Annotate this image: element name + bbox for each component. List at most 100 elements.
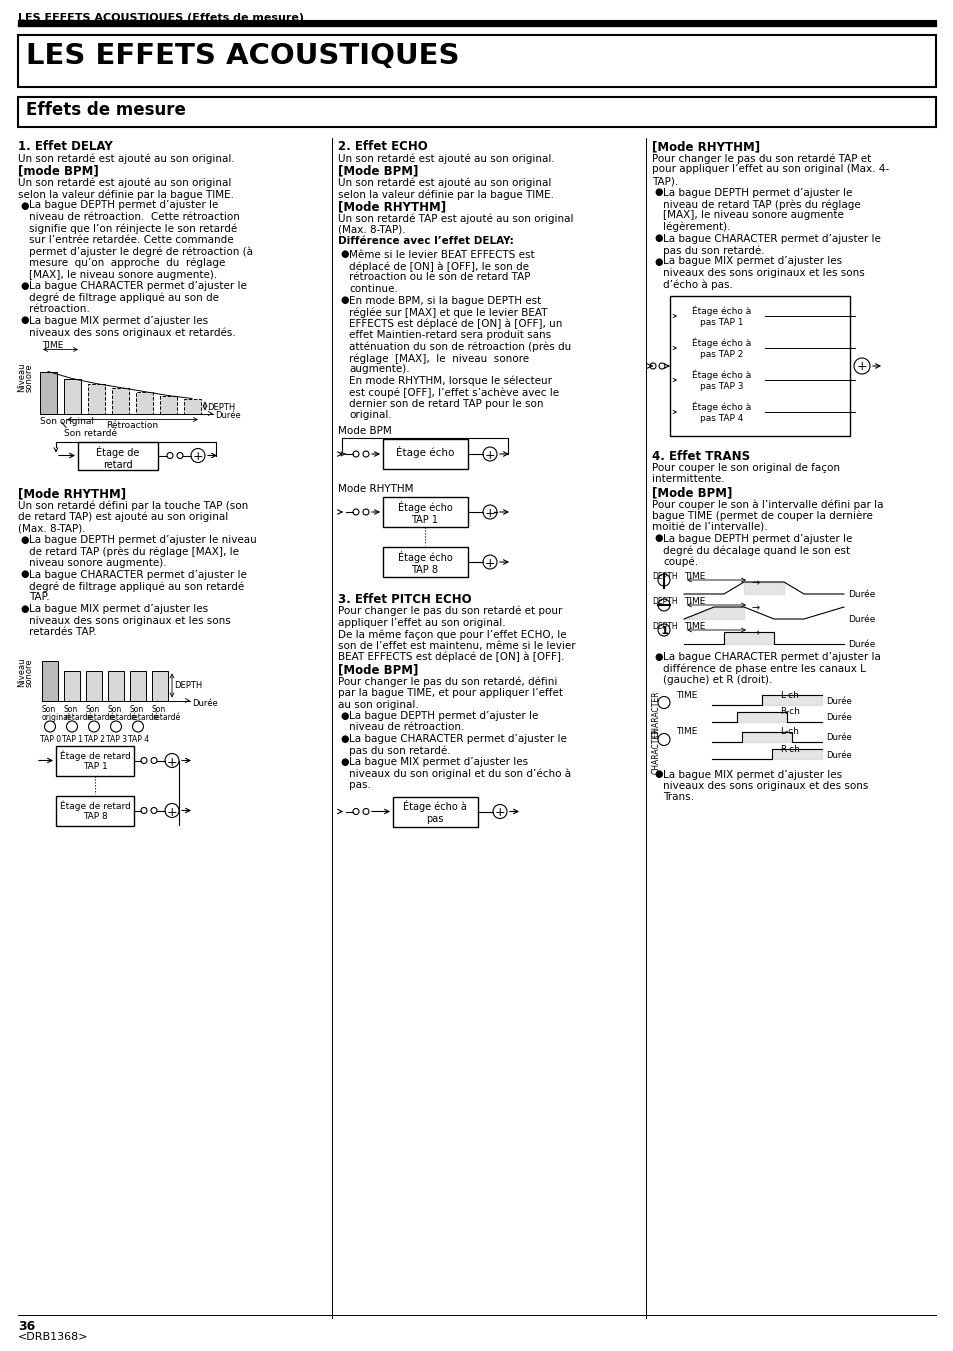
Text: de retard TAP (près du réglage [MAX], le: de retard TAP (près du réglage [MAX], le — [29, 547, 239, 557]
Text: selon la valeur définie par la bague TIME.: selon la valeur définie par la bague TIM… — [18, 189, 233, 200]
Text: degré du décalage quand le son est: degré du décalage quand le son est — [662, 544, 849, 555]
Text: ●: ● — [20, 535, 29, 544]
Circle shape — [659, 363, 664, 369]
Circle shape — [482, 447, 497, 461]
Text: ●: ● — [339, 250, 348, 259]
Text: légèrement).: légèrement). — [662, 222, 730, 232]
Text: bague TIME (permet de couper la dernière: bague TIME (permet de couper la dernière — [651, 511, 872, 521]
Text: La bague CHARACTER permet d’ajuster le: La bague CHARACTER permet d’ajuster le — [29, 281, 247, 290]
Text: niveaux des sons originaux et les sons: niveaux des sons originaux et les sons — [662, 267, 863, 278]
Text: Trans.: Trans. — [662, 793, 693, 802]
Circle shape — [167, 453, 172, 458]
Text: CHARACTER: CHARACTER — [651, 727, 660, 774]
Text: CHARACTER: CHARACTER — [651, 690, 660, 738]
Text: [MAX], le niveau sonore augmente).: [MAX], le niveau sonore augmente). — [29, 269, 217, 280]
Text: ●: ● — [339, 296, 348, 305]
Text: +: + — [193, 450, 203, 463]
Text: pas du son retardé.: pas du son retardé. — [349, 746, 450, 757]
Bar — [56, 796, 133, 825]
Text: dernier son de retard TAP pour le son: dernier son de retard TAP pour le son — [349, 399, 543, 409]
Text: En mode BPM, si la bague DEPTH est: En mode BPM, si la bague DEPTH est — [349, 296, 540, 305]
Text: niveau de retard TAP (près du réglage: niveau de retard TAP (près du réglage — [662, 199, 860, 209]
Text: La bague MIX permet d’ajuster les: La bague MIX permet d’ajuster les — [29, 604, 208, 613]
Text: La bague CHARACTER permet d’ajuster le: La bague CHARACTER permet d’ajuster le — [349, 734, 566, 744]
Text: La bague DEPTH permet d’ajuster le: La bague DEPTH permet d’ajuster le — [349, 711, 537, 721]
Text: permet d’ajuster le degré de rétroaction (à: permet d’ajuster le degré de rétroaction… — [29, 246, 253, 257]
Text: L-ch: L-ch — [780, 690, 798, 700]
Bar — [679, 399, 764, 426]
Text: TIME: TIME — [676, 690, 697, 700]
Bar — [382, 547, 468, 577]
Text: sur l’entrée retardée. Cette commande: sur l’entrée retardée. Cette commande — [29, 235, 233, 245]
Text: [Mode BPM]: [Mode BPM] — [651, 486, 732, 499]
Circle shape — [658, 624, 669, 636]
Bar — [86, 670, 102, 701]
Circle shape — [482, 505, 497, 519]
Circle shape — [658, 697, 669, 708]
Text: (gauche) et R (droit).: (gauche) et R (droit). — [662, 676, 772, 685]
Text: →: → — [751, 578, 760, 588]
Text: TAP 1: TAP 1 — [62, 735, 83, 744]
Text: 2. Effet ECHO: 2. Effet ECHO — [337, 141, 427, 153]
Text: La bague DEPTH permet d’ajuster le: La bague DEPTH permet d’ajuster le — [29, 200, 218, 211]
Text: R-ch: R-ch — [780, 708, 799, 716]
Text: ●: ● — [654, 534, 661, 543]
Bar — [669, 296, 849, 436]
Text: retardé: retardé — [108, 713, 136, 723]
Circle shape — [658, 734, 669, 746]
Bar — [112, 388, 129, 413]
Text: [mode BPM]: [mode BPM] — [18, 165, 99, 177]
Circle shape — [353, 808, 358, 815]
Circle shape — [493, 804, 506, 819]
Text: [Mode RHYTHM]: [Mode RHYTHM] — [651, 141, 760, 153]
Text: Durée: Durée — [825, 751, 851, 759]
Text: Son original: Son original — [40, 417, 94, 427]
Bar — [18, 35, 935, 86]
Text: TIME: TIME — [42, 342, 63, 350]
Circle shape — [658, 574, 669, 586]
Circle shape — [853, 358, 869, 374]
Text: ●: ● — [654, 257, 661, 266]
Text: retardé: retardé — [86, 713, 114, 723]
Text: pas.: pas. — [349, 780, 371, 790]
Text: mesure  qu’on  approche  du  réglage: mesure qu’on approche du réglage — [29, 258, 225, 269]
Text: La bague CHARACTER permet d’ajuster le: La bague CHARACTER permet d’ajuster le — [662, 234, 880, 243]
Text: TAP.: TAP. — [29, 593, 50, 603]
Text: Étage de
retard: Étage de retard — [96, 446, 139, 470]
Text: Différence avec l’effet DELAY:: Différence avec l’effet DELAY: — [337, 236, 514, 246]
Text: intermittente.: intermittente. — [651, 474, 724, 485]
Bar — [160, 396, 177, 413]
Text: [Mode BPM]: [Mode BPM] — [337, 165, 418, 177]
Text: Son: Son — [42, 704, 56, 713]
Bar — [40, 372, 57, 413]
Text: d’écho à pas.: d’écho à pas. — [662, 280, 732, 290]
Text: TIME: TIME — [683, 621, 704, 631]
Circle shape — [353, 451, 358, 457]
Circle shape — [363, 509, 369, 515]
Text: Durée: Durée — [847, 640, 875, 648]
Text: différence de phase entre les canaux L: différence de phase entre les canaux L — [662, 663, 865, 674]
Text: La bague DEPTH permet d’ajuster le: La bague DEPTH permet d’ajuster le — [662, 534, 851, 543]
Bar — [18, 97, 935, 127]
Text: La bague DEPTH permet d’ajuster le: La bague DEPTH permet d’ajuster le — [662, 188, 851, 197]
Text: Son: Son — [86, 704, 100, 713]
Text: retardés TAP.: retardés TAP. — [29, 627, 96, 638]
Text: [MAX], le niveau sonore augmente: [MAX], le niveau sonore augmente — [662, 211, 843, 220]
Text: Niveau: Niveau — [17, 658, 27, 688]
Circle shape — [353, 509, 358, 515]
Text: appliquer l’effet au son original.: appliquer l’effet au son original. — [337, 617, 505, 627]
Text: ●: ● — [339, 734, 348, 744]
Text: +: + — [484, 557, 495, 570]
Text: niveaux des sons originaux et des sons: niveaux des sons originaux et des sons — [662, 781, 867, 790]
Text: Durée: Durée — [847, 590, 875, 598]
Text: Étage écho: Étage écho — [395, 446, 454, 458]
Text: Mode BPM: Mode BPM — [337, 426, 392, 436]
Circle shape — [658, 598, 669, 611]
Text: La bague DEPTH permet d’ajuster le niveau: La bague DEPTH permet d’ajuster le nivea… — [29, 535, 256, 544]
Text: pour appliquer l’effet au son original (Max. 4-: pour appliquer l’effet au son original (… — [651, 165, 888, 174]
Text: TAP 2: TAP 2 — [84, 735, 105, 744]
Text: 4. Effet TRANS: 4. Effet TRANS — [651, 450, 749, 463]
Text: +: + — [495, 807, 505, 820]
Text: TAP 0: TAP 0 — [40, 735, 61, 744]
Text: pas du son retardé.: pas du son retardé. — [662, 245, 763, 255]
